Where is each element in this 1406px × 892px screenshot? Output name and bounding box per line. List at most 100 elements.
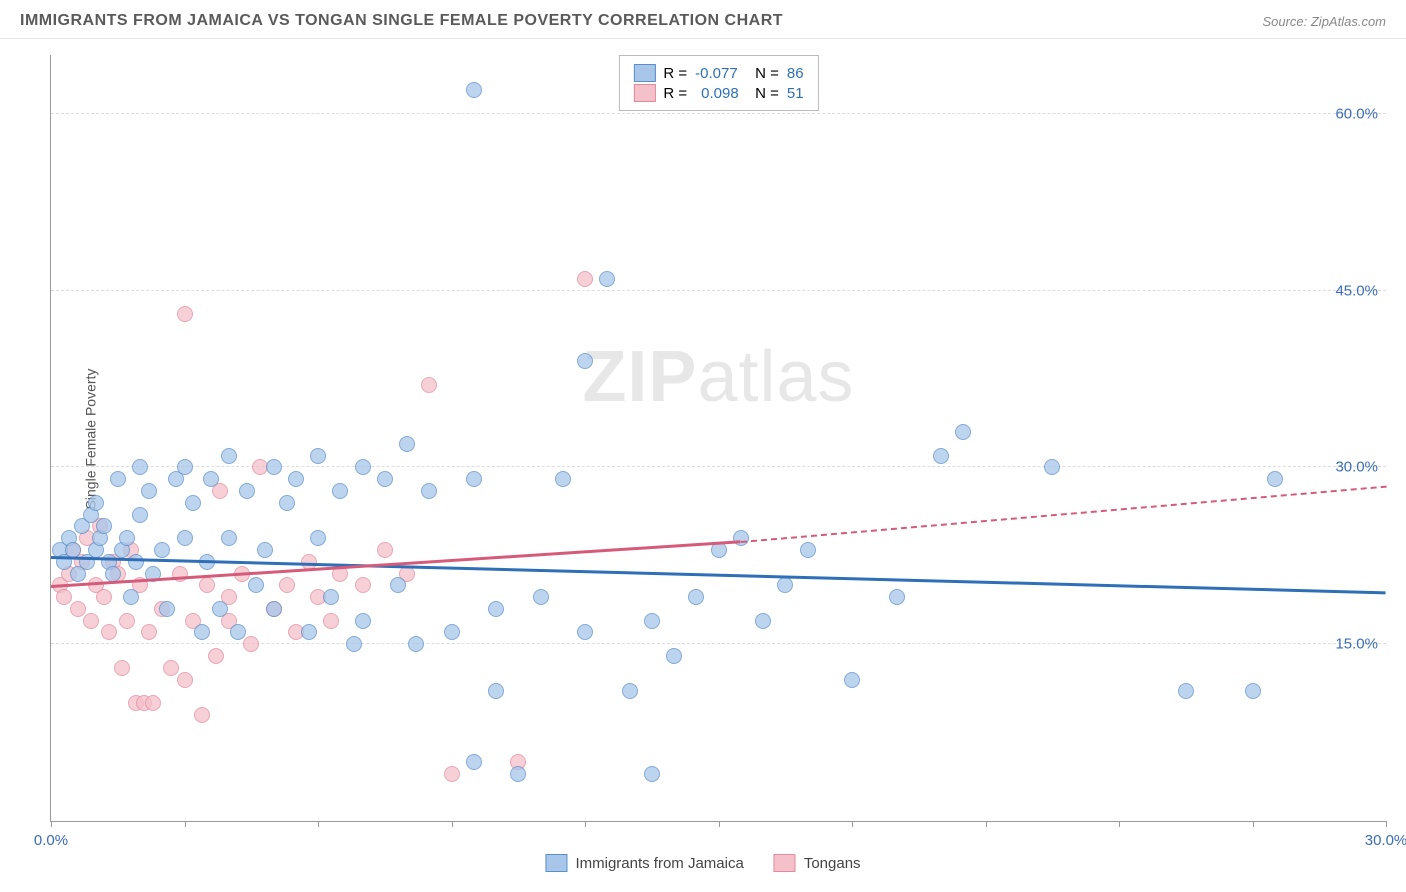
data-point [128, 554, 144, 570]
data-point [177, 306, 193, 322]
data-point [688, 589, 704, 605]
swatch-series2 [633, 84, 655, 102]
data-point [323, 589, 339, 605]
x-tick-mark [51, 821, 52, 827]
data-point [355, 577, 371, 593]
watermark-atlas: atlas [697, 337, 854, 417]
x-tick-mark [585, 821, 586, 827]
data-point [510, 766, 526, 782]
legend-row: R = 0.098 N = 51 [633, 84, 803, 102]
data-point [88, 495, 104, 511]
legend-r-label: R = [663, 65, 687, 82]
x-tick-mark [986, 821, 987, 827]
data-point [421, 483, 437, 499]
legend-n-label: N = [755, 85, 779, 102]
data-point [266, 459, 282, 475]
data-point [177, 672, 193, 688]
data-point [310, 530, 326, 546]
header: IMMIGRANTS FROM JAMAICA VS TONGAN SINGLE… [0, 0, 1406, 39]
data-point [666, 648, 682, 664]
data-point [288, 471, 304, 487]
x-tick-mark [318, 821, 319, 827]
data-point [577, 271, 593, 287]
data-point [203, 471, 219, 487]
data-point [599, 271, 615, 287]
gridline-horizontal [51, 113, 1386, 114]
data-point [421, 377, 437, 393]
data-point [177, 530, 193, 546]
data-point [199, 577, 215, 593]
correlation-legend: R = -0.077 N = 86 R = 0.098 N = 51 [618, 55, 818, 111]
data-point [177, 459, 193, 475]
data-point [221, 530, 237, 546]
legend-n-value-1: 86 [787, 65, 804, 82]
data-point [1245, 683, 1261, 699]
swatch-series1 [633, 64, 655, 82]
data-point [733, 530, 749, 546]
legend-series1-label: Immigrants from Jamaica [575, 855, 743, 872]
x-tick-mark [852, 821, 853, 827]
x-tick-mark [1119, 821, 1120, 827]
data-point [533, 589, 549, 605]
legend-n-label: N = [755, 65, 779, 82]
x-tick-label: 30.0% [1365, 832, 1406, 849]
data-point [844, 672, 860, 688]
data-point [110, 471, 126, 487]
data-point [488, 601, 504, 617]
y-tick-label: 30.0% [1335, 459, 1378, 476]
data-point [310, 448, 326, 464]
data-point [332, 483, 348, 499]
data-point [185, 495, 201, 511]
data-point [355, 459, 371, 475]
x-tick-mark [452, 821, 453, 827]
data-point [159, 601, 175, 617]
data-point [163, 660, 179, 676]
data-point [154, 542, 170, 558]
data-point [266, 601, 282, 617]
data-point [1178, 683, 1194, 699]
legend-n-value-2: 51 [787, 85, 804, 102]
data-point [248, 577, 264, 593]
data-point [800, 542, 816, 558]
swatch-series2 [774, 854, 796, 872]
data-point [230, 624, 246, 640]
data-point [212, 601, 228, 617]
x-tick-label: 0.0% [34, 832, 68, 849]
data-point [555, 471, 571, 487]
data-point [105, 566, 121, 582]
data-point [208, 648, 224, 664]
watermark-zip: ZIP [582, 337, 697, 417]
data-point [141, 624, 157, 640]
data-point [377, 471, 393, 487]
data-point [279, 577, 295, 593]
data-point [466, 754, 482, 770]
source-label: Source: ZipAtlas.com [1262, 14, 1386, 29]
data-point [444, 624, 460, 640]
data-point [577, 624, 593, 640]
data-point [141, 483, 157, 499]
data-point [1044, 459, 1060, 475]
data-point [346, 636, 362, 652]
data-point [466, 471, 482, 487]
data-point [119, 530, 135, 546]
data-point [644, 613, 660, 629]
legend-r-value-2: 0.098 [695, 85, 747, 102]
data-point [301, 624, 317, 640]
legend-r-value-1: -0.077 [695, 65, 747, 82]
data-point [194, 624, 210, 640]
plot-region: ZIPatlas R = -0.077 N = 86 R = 0.098 N =… [50, 55, 1386, 822]
legend-r-label: R = [663, 85, 687, 102]
data-point [577, 353, 593, 369]
y-tick-label: 45.0% [1335, 282, 1378, 299]
x-tick-mark [1253, 821, 1254, 827]
data-point [114, 660, 130, 676]
swatch-series1 [545, 854, 567, 872]
bottom-legend: Immigrants from Jamaica Tongans [545, 854, 860, 872]
x-tick-mark [719, 821, 720, 827]
data-point [70, 601, 86, 617]
x-tick-mark [185, 821, 186, 827]
data-point [622, 683, 638, 699]
data-point [399, 436, 415, 452]
data-point [239, 483, 255, 499]
data-point [355, 613, 371, 629]
